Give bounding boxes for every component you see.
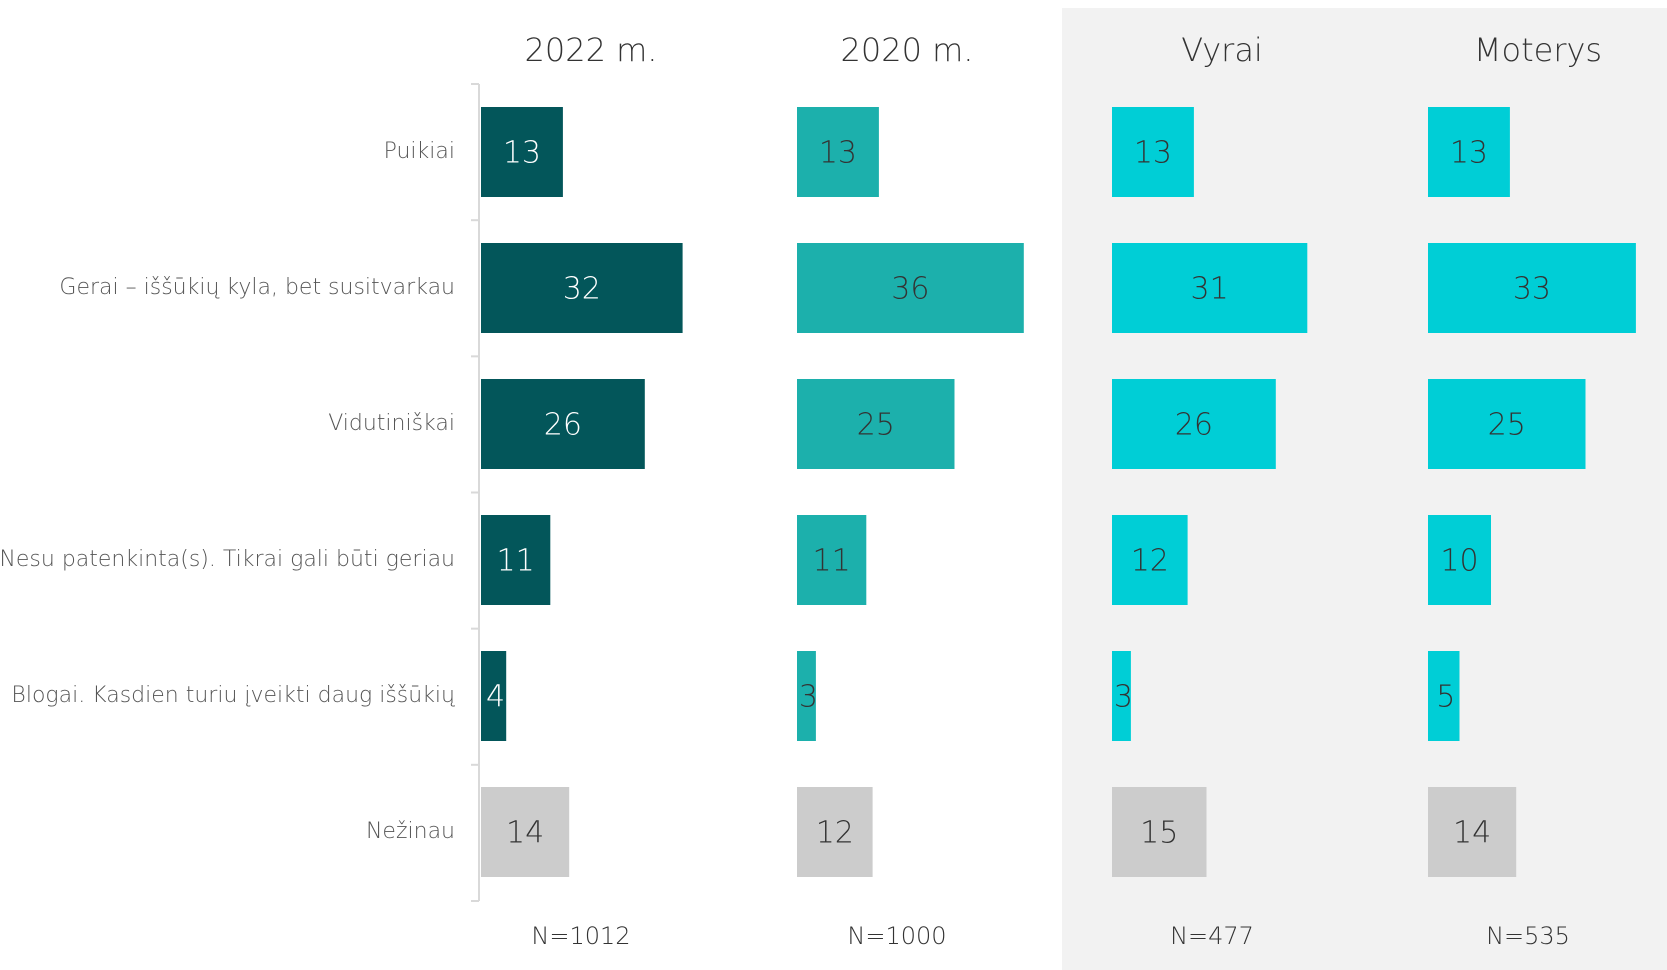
data-label: 10 <box>1440 544 1478 579</box>
data-label: 3 <box>1114 680 1133 715</box>
data-label: 11 <box>497 544 535 579</box>
data-label: 14 <box>506 816 544 851</box>
data-label: 11 <box>813 544 851 579</box>
bar <box>1428 107 1510 197</box>
bar <box>797 379 955 469</box>
bar <box>1428 787 1517 877</box>
bar <box>1428 651 1460 741</box>
panel-title: Vyrai <box>1181 31 1263 69</box>
bar <box>1112 651 1131 741</box>
bar <box>481 515 551 605</box>
data-label: 36 <box>891 272 929 307</box>
bar <box>481 787 570 877</box>
sample-size-label: N=477 <box>1170 922 1254 950</box>
data-label: 12 <box>1131 544 1169 579</box>
bar <box>481 651 507 741</box>
data-label: 5 <box>1436 680 1455 715</box>
data-label: 3 <box>799 680 818 715</box>
data-label: 31 <box>1191 272 1229 307</box>
category-label: Gerai – iššūkių kyla, bet susitvarkau <box>59 275 455 300</box>
bar <box>1112 243 1308 333</box>
data-label: 25 <box>1488 408 1526 443</box>
bar <box>1112 787 1207 877</box>
bar <box>797 651 816 741</box>
bar <box>481 379 645 469</box>
category-label: Puikiai <box>384 139 455 164</box>
panel-title: Moterys <box>1474 31 1602 69</box>
data-label: 15 <box>1140 816 1178 851</box>
bar <box>1428 243 1636 333</box>
data-label: 14 <box>1453 816 1491 851</box>
category-label: Nežinau <box>366 819 455 844</box>
data-label: 33 <box>1513 272 1551 307</box>
data-label: 12 <box>816 816 854 851</box>
data-label: 13 <box>1134 136 1172 171</box>
category-label: Blogai. Kasdien turiu įveikti daug iššūk… <box>11 683 455 708</box>
bar <box>797 515 867 605</box>
data-label: 13 <box>503 136 541 171</box>
bar <box>481 243 683 333</box>
data-label: 13 <box>819 136 857 171</box>
sample-size-label: N=1012 <box>531 922 630 950</box>
data-label: 25 <box>857 408 895 443</box>
sample-size-label: N=1000 <box>847 922 946 950</box>
data-label: 32 <box>563 272 601 307</box>
panel-title: 2022 m. <box>525 31 658 69</box>
bar <box>1112 379 1276 469</box>
bar <box>797 787 873 877</box>
bar <box>1428 515 1491 605</box>
bar <box>1428 379 1586 469</box>
bar <box>481 107 563 197</box>
data-label: 26 <box>1175 408 1213 443</box>
bar <box>797 107 879 197</box>
category-label: Nesu patenkinta(s). Tikrai gali būti ger… <box>0 547 455 572</box>
bar <box>797 243 1024 333</box>
data-label: 26 <box>544 408 582 443</box>
panel-title: 2020 m. <box>841 31 974 69</box>
bar <box>1112 107 1194 197</box>
bar <box>1112 515 1188 605</box>
data-label: 13 <box>1450 136 1488 171</box>
category-label: Vidutiniškai <box>328 411 455 436</box>
data-label: 4 <box>486 680 505 715</box>
sample-size-label: N=535 <box>1486 922 1570 950</box>
